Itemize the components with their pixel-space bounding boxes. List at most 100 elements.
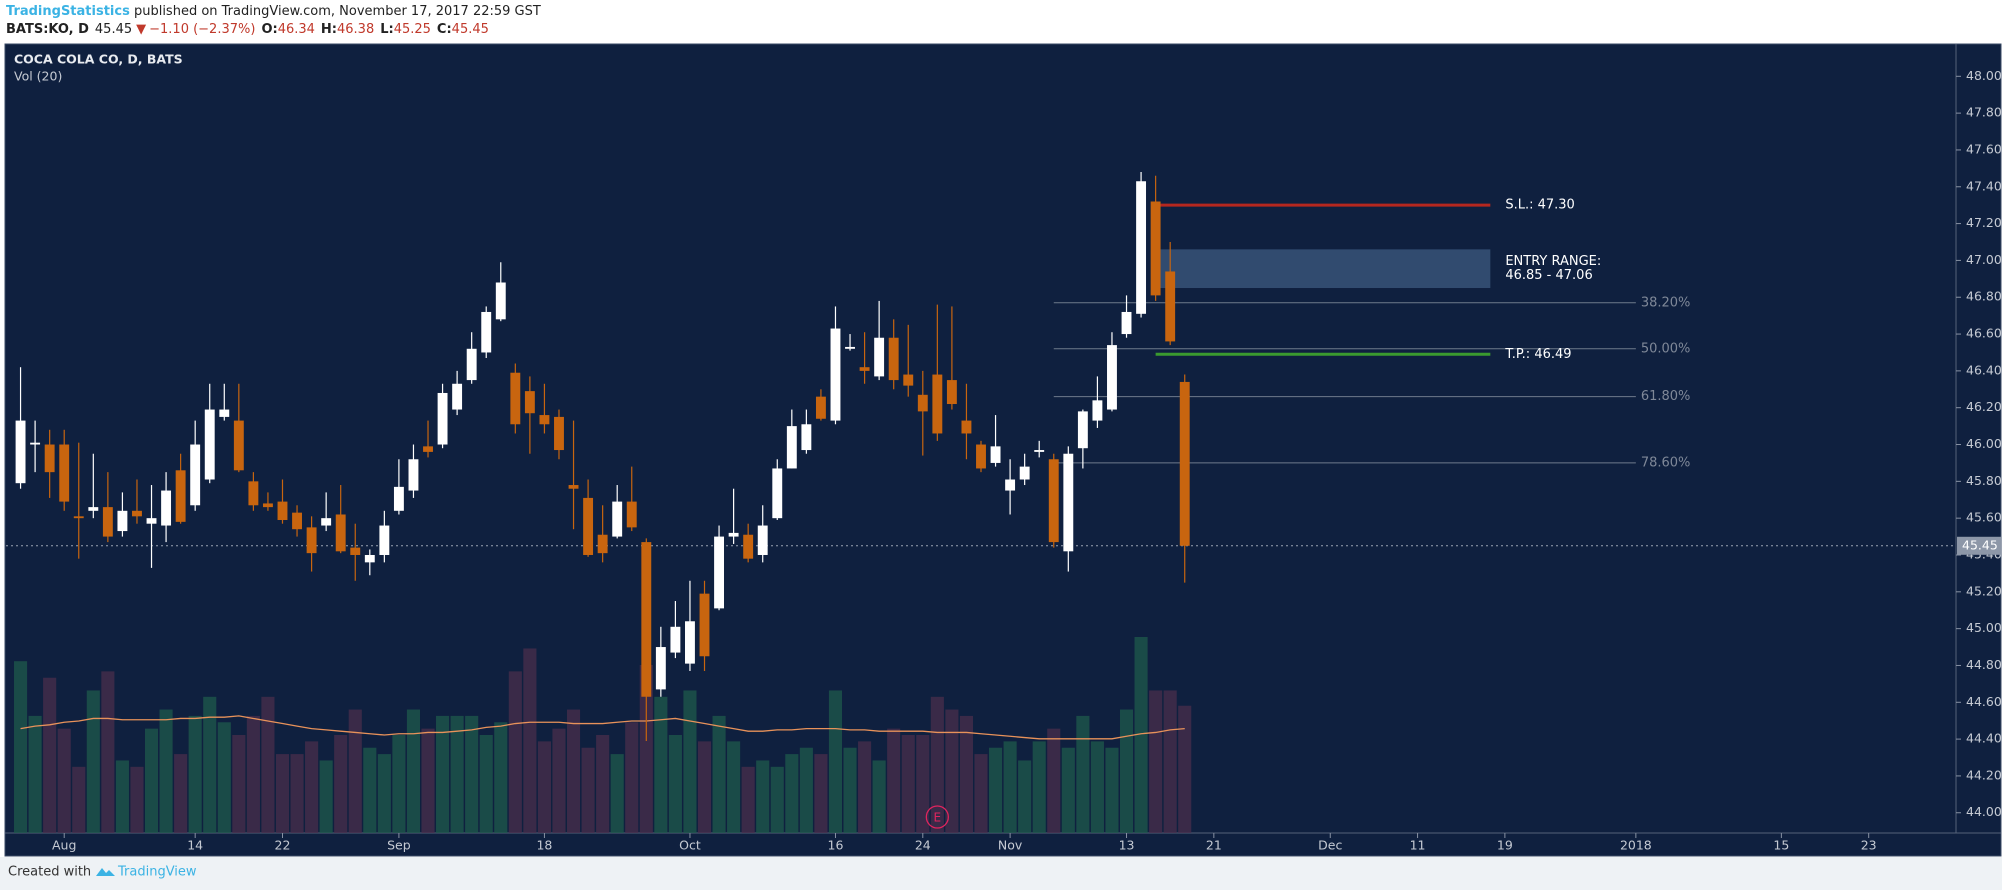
candle-body [248, 481, 259, 506]
candle-body [1179, 381, 1190, 546]
candle-body [568, 485, 579, 489]
candle-body [262, 503, 273, 508]
footer-bg [0, 857, 2002, 890]
candle-body [423, 446, 433, 452]
volume-bar [479, 735, 493, 833]
x-tick-label: 22 [275, 838, 291, 853]
o-label: O: [261, 22, 277, 37]
author[interactable]: TradingStatistics [6, 4, 130, 19]
x-tick-label: 15 [1773, 838, 1789, 853]
volume-bar [406, 709, 421, 833]
volume-bar [57, 728, 71, 833]
volume-bar [450, 715, 464, 833]
volume-bar [421, 728, 435, 833]
x-tick-label: Aug [52, 838, 76, 853]
y-tick-label: 46.40 [1966, 362, 2002, 377]
candle-body [583, 497, 594, 555]
volume-bar [203, 696, 217, 833]
y-tick-label: 48.00 [1966, 68, 2002, 83]
y-tick-label: 45.80 [1966, 473, 2002, 488]
volume-bar [261, 696, 275, 833]
candle-body [146, 518, 157, 524]
arrow: ▼ [136, 22, 146, 37]
header-line-1: TradingStatistics published on TradingVi… [6, 4, 541, 19]
chart-title: COCA COLA CO, D, BATS [14, 52, 183, 67]
volume-bar [319, 760, 333, 833]
volume-bar [28, 715, 42, 833]
x-tick-label: 13 [1119, 838, 1135, 853]
candle-body [190, 444, 201, 506]
y-tick-label: 46.80 [1966, 289, 2002, 304]
candle-body [1019, 466, 1030, 480]
volume-bar [246, 715, 260, 833]
volume-bar [377, 754, 391, 833]
symbol: BATS:KO, D [6, 22, 89, 37]
candle-body [903, 374, 914, 386]
volume-bar [1076, 715, 1090, 833]
volume-bar [174, 754, 188, 833]
volume-bar [683, 690, 697, 833]
x-tick-label: Dec [1318, 838, 1342, 853]
volume-bar [596, 735, 610, 833]
y-tick-label: 45.20 [1966, 583, 2002, 598]
volume-bar [275, 754, 290, 833]
x-tick-label: 14 [187, 838, 203, 853]
candle-body [495, 282, 506, 320]
x-tick-label: 2018 [1620, 838, 1652, 853]
candle-body [233, 420, 244, 471]
volume-bar [217, 722, 231, 833]
volume-bar [654, 696, 668, 833]
volume-bar [799, 747, 813, 833]
candle-body [757, 525, 768, 555]
candle-body [88, 507, 99, 511]
footer-brand[interactable]: TradingView [117, 865, 197, 880]
volume-bar [72, 766, 86, 833]
volume-bar [828, 690, 843, 833]
y-tick-label: 46.60 [1966, 326, 2002, 341]
volume-bar [887, 728, 901, 833]
candle-body [874, 337, 885, 377]
candle-body [524, 391, 535, 414]
volume-bar [625, 722, 639, 833]
last-price-label: 45.45 [1962, 537, 1998, 552]
volume-bar [974, 754, 988, 833]
candle-body [30, 442, 41, 445]
volume-bar [188, 715, 202, 833]
volume-bar [552, 728, 566, 833]
volume-bar [43, 677, 57, 833]
x-tick-label: 16 [828, 838, 844, 853]
volume-bar [959, 715, 973, 833]
earnings-marker [925, 805, 949, 829]
candle-body [917, 394, 928, 412]
y-tick-label: 45.00 [1966, 620, 2002, 635]
earnings-label: E [934, 811, 942, 825]
volume-bar [930, 696, 944, 833]
candle-body [1121, 311, 1132, 335]
volume-bar [392, 735, 406, 833]
candle-body [44, 444, 55, 473]
candle-body [990, 446, 1001, 463]
candle-body [699, 593, 710, 657]
candle-body [1136, 181, 1147, 314]
volume-bar [523, 648, 537, 833]
volume-bar [581, 747, 595, 833]
footer-created: Created with [8, 865, 91, 880]
annotation-layer: 38.20% 50.00% 61.80% 78.60% ENTRY RANGE:46.8… [6, 198, 1956, 829]
volume-bar [741, 766, 755, 833]
last-price-box [1957, 536, 2001, 555]
candle-body [859, 367, 870, 371]
y-tick-label: 44.60 [1966, 694, 2002, 709]
y-tick-label: 44.00 [1966, 804, 2002, 819]
candle-body [481, 311, 492, 353]
volume-bar [14, 661, 28, 833]
candle-body [728, 532, 739, 537]
entry-range-title: ENTRY RANGE: [1505, 254, 1601, 269]
y-tick-label: 45.60 [1966, 510, 2002, 525]
take-profit-label: T.P.: 46.49 [1504, 347, 1571, 362]
candle-body [1034, 450, 1045, 452]
candle-body [714, 536, 725, 609]
candle-body [73, 516, 84, 519]
candle-body [1048, 459, 1059, 543]
candle-body [219, 409, 230, 417]
